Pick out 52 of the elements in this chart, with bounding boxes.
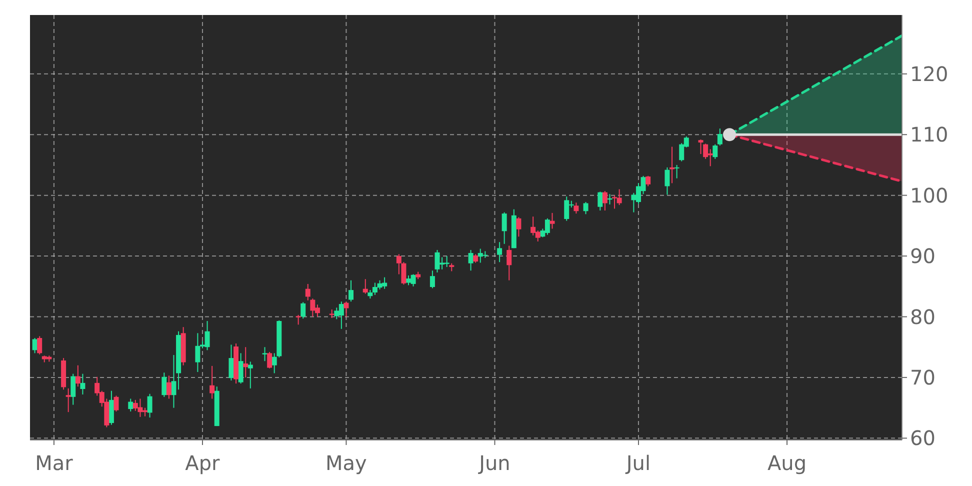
candlestick (243, 346, 248, 378)
candlestick (664, 166, 670, 196)
candlestick (646, 175, 651, 187)
y-tick-label: 110 (910, 122, 948, 147)
candlestick (344, 301, 349, 318)
candlestick (516, 216, 522, 238)
x-tick-label: Apr (185, 451, 221, 475)
candlestick (66, 388, 71, 413)
candlestick (108, 390, 114, 426)
candlestick (362, 278, 368, 294)
candlestick (262, 346, 268, 362)
candlestick (468, 249, 474, 272)
candlestick (574, 202, 579, 214)
candlestick (80, 373, 86, 395)
y-tick-label: 80 (910, 304, 936, 329)
x-tick-label: Aug (767, 451, 807, 475)
candlestick (506, 245, 512, 281)
candlestick (210, 365, 215, 400)
candlestick (300, 302, 306, 320)
candlestick (550, 212, 555, 230)
y-tick-label: 90 (910, 244, 936, 268)
candlestick (267, 351, 272, 369)
candlestick (128, 398, 134, 412)
candlestick (583, 202, 588, 215)
candlestick (147, 393, 152, 418)
candlestick (171, 354, 176, 408)
x-tick-label: Jun (477, 451, 510, 475)
candlestick (502, 212, 507, 244)
candlestick (228, 344, 234, 381)
candlestick (114, 395, 119, 412)
candlestick (348, 280, 354, 302)
y-tick-label: 70 (910, 365, 936, 390)
candlestick (712, 144, 718, 160)
y-tick-label: 60 (910, 426, 936, 450)
candlestick (602, 190, 608, 211)
candlestick (598, 191, 603, 211)
candlestick (238, 352, 244, 384)
candlestick (166, 375, 172, 400)
x-tick-label: Jul (624, 451, 651, 475)
candlestick (674, 164, 680, 179)
y-tick-label: 120 (910, 62, 948, 86)
candlestick (75, 364, 80, 388)
candlestick (430, 270, 435, 289)
x-tick-label: May (326, 451, 368, 475)
candlestick (497, 242, 502, 263)
candlestick (717, 128, 722, 146)
candlestick (248, 361, 253, 389)
candlestick (162, 372, 167, 398)
candlestick (70, 373, 76, 406)
x-tick-label: Mar (35, 451, 74, 475)
candlestick (296, 314, 301, 326)
y-tick-label: 100 (910, 183, 948, 208)
